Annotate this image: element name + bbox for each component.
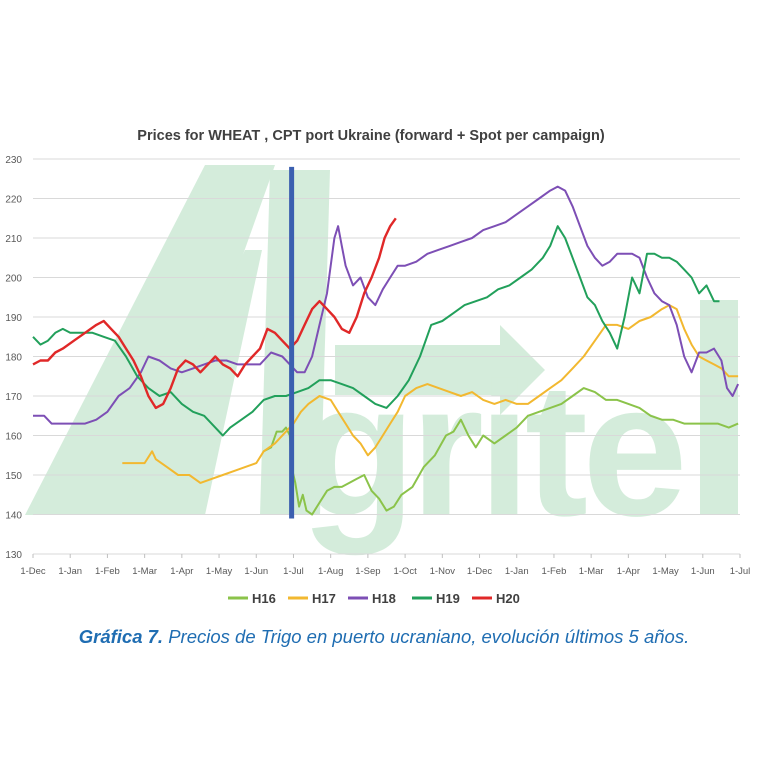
- x-tick-label: 1-Apr: [617, 566, 640, 577]
- y-tick-label: 230: [5, 155, 22, 166]
- legend-label-h18: H18: [372, 591, 396, 606]
- y-tick-label: 150: [5, 471, 22, 482]
- x-tick-label: 1-May: [652, 566, 679, 577]
- legend-label-h17: H17: [312, 591, 336, 606]
- grid-lines: [33, 158, 740, 555]
- x-tick-label: 1-Jan: [505, 566, 529, 577]
- x-tick-label: 1-Dec: [467, 566, 493, 577]
- series-lines: [32, 185, 740, 516]
- figure-caption: Gráfica 7. Precios de Trigo en puerto uc…: [0, 626, 768, 648]
- agritel-watermark: grite: [25, 165, 738, 556]
- x-tick-label: 1-Sep: [355, 566, 380, 577]
- y-tick-label: 200: [5, 274, 22, 285]
- series-line-h16: [263, 387, 739, 516]
- x-tick-label: 1-Feb: [95, 566, 120, 577]
- svg-text:grite: grite: [300, 344, 682, 556]
- legend: H16 H17 H18 H19 H20: [228, 591, 520, 606]
- x-tick-label: 1-Jun: [244, 566, 268, 577]
- y-tick-label: 190: [5, 313, 22, 324]
- legend-label-h16: H16: [252, 591, 276, 606]
- y-tick-label: 220: [5, 195, 22, 206]
- x-tick-label: 1-Mar: [132, 566, 157, 577]
- x-tick-label: 1-Jun: [691, 566, 715, 577]
- caption-text: Precios de Trigo en puerto ucraniano, ev…: [163, 626, 690, 647]
- x-axis: 1-Dec 1-Jan 1-Feb 1-Mar 1-Apr 1-May 1-Jun 1-Jul…: [20, 554, 750, 577]
- series-line-h20: [32, 217, 397, 410]
- y-tick-label: 180: [5, 353, 22, 364]
- y-tick-label: 130: [5, 550, 22, 561]
- series-line-h19: [32, 225, 720, 437]
- legend-label-h19: H19: [436, 591, 460, 606]
- x-tick-label: 1-Feb: [542, 566, 567, 577]
- x-tick-label: 1-Oct: [393, 566, 417, 577]
- y-tick-label: 160: [5, 432, 22, 443]
- x-tick-label: 1-Jan: [58, 566, 82, 577]
- x-tick-label: 1-Apr: [170, 566, 193, 577]
- x-tick-label: 1-Aug: [318, 566, 343, 577]
- y-axis: 130 140 150 160 170 180 190 200 210 220 230: [5, 155, 22, 561]
- x-tick-label: 1-Jul: [730, 566, 751, 577]
- y-tick-label: 210: [5, 234, 22, 245]
- x-tick-label: 1-Dec: [20, 566, 46, 577]
- y-tick-label: 170: [5, 392, 22, 403]
- x-tick-label: 1-Jul: [283, 566, 304, 577]
- y-tick-label: 140: [5, 511, 22, 522]
- x-tick-label: 1-Mar: [579, 566, 604, 577]
- legend-label-h20: H20: [496, 591, 520, 606]
- series-line-h17: [122, 304, 739, 484]
- caption-lead: Gráfica 7.: [78, 626, 164, 647]
- chart-title: Prices for WHEAT , CPT port Ukraine (for…: [137, 128, 605, 144]
- x-tick-label: 1-May: [206, 566, 233, 577]
- x-tick-label: 1-Nov: [430, 566, 456, 577]
